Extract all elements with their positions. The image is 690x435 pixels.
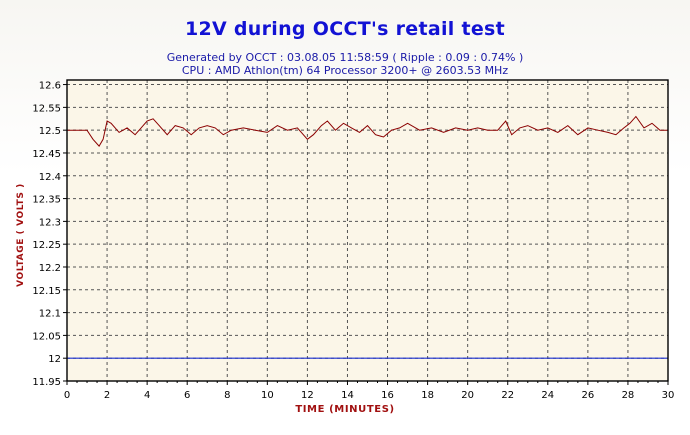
y-tick-label: 12.15: [32, 286, 61, 297]
x-tick-label: 2: [104, 390, 110, 401]
x-tick-label: 20: [461, 390, 474, 401]
chart-subtitle-cpu: CPU : AMD Athlon(tm) 64 Processor 3200+ …: [181, 64, 509, 77]
x-tick-label: 24: [541, 390, 554, 401]
y-tick-label: 12.5: [39, 126, 61, 137]
y-tick-label: 12.3: [39, 217, 61, 228]
x-tick-label: 16: [381, 390, 394, 401]
y-tick-label: 12: [48, 354, 61, 365]
plot-border: [66, 79, 669, 382]
x-tick-label: 22: [501, 390, 514, 401]
y-tick-label: 12.25: [32, 240, 61, 251]
x-tick-label: 12: [301, 390, 314, 401]
y-tick-label: 12.35: [32, 195, 61, 206]
x-tick-label: 0: [64, 390, 70, 401]
chart-subtitle-generated: Generated by OCCT : 03.08.05 11:58:59 ( …: [166, 51, 524, 64]
y-tick-label: 12.05: [32, 331, 61, 342]
voltage-series-line: [67, 115, 668, 147]
x-tick-label: 10: [261, 390, 274, 401]
y-tick-label: 11.95: [32, 377, 61, 388]
x-tick-label: 26: [581, 390, 594, 401]
x-tick-label: 4: [144, 390, 150, 401]
x-axis-label: TIME (MINUTES): [295, 404, 395, 415]
y-tick-label: 12.1: [39, 309, 61, 320]
y-tick-label: 12.55: [32, 103, 61, 114]
y-tick-label: 12.4: [39, 172, 61, 183]
x-tick-label: 28: [622, 390, 635, 401]
x-tick-label: 18: [421, 390, 434, 401]
y-tick-label: 12.2: [39, 263, 61, 274]
y-tick-label: 12.6: [39, 81, 61, 92]
x-tick-label: 8: [224, 390, 230, 401]
x-tick-label: 6: [184, 390, 190, 401]
x-tick-label: 30: [662, 390, 675, 401]
x-tick-label: 14: [341, 390, 354, 401]
chart-title: 12V during OCCT's retail test: [184, 18, 506, 40]
y-tick-label: 12.45: [32, 149, 61, 160]
